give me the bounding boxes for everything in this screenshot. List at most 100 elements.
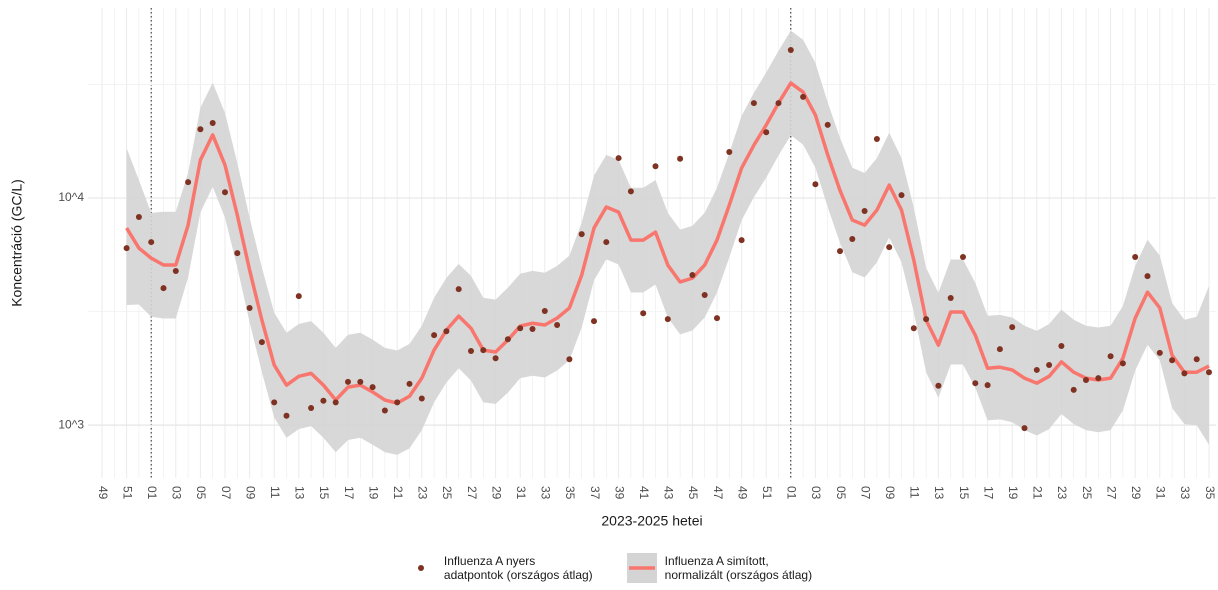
data-point bbox=[308, 404, 315, 411]
data-point bbox=[652, 163, 659, 170]
data-point bbox=[295, 293, 302, 300]
data-point bbox=[873, 135, 880, 142]
data-point bbox=[394, 399, 401, 406]
x-tick-label: 29 bbox=[1129, 486, 1143, 500]
data-point bbox=[689, 272, 696, 279]
data-point bbox=[529, 326, 536, 333]
x-tick-label: 13 bbox=[293, 486, 307, 500]
x-tick-label: 47 bbox=[711, 486, 725, 500]
data-point bbox=[1021, 425, 1028, 432]
data-point bbox=[861, 207, 868, 214]
x-tick-label: 09 bbox=[883, 486, 897, 500]
data-point bbox=[763, 129, 770, 136]
data-point bbox=[345, 378, 351, 385]
y-axis-title: Koncentráció (GC/L) bbox=[9, 179, 25, 307]
x-tick-label: 13 bbox=[932, 486, 946, 500]
x-tick-label: 01 bbox=[785, 486, 799, 500]
x-tick-label: 25 bbox=[1080, 486, 1094, 500]
data-point bbox=[615, 155, 622, 162]
data-point bbox=[1144, 273, 1151, 280]
data-point bbox=[234, 250, 241, 257]
data-point bbox=[468, 348, 474, 355]
data-point bbox=[898, 192, 905, 199]
x-tick-label: 33 bbox=[1178, 486, 1192, 500]
data-point bbox=[750, 100, 757, 107]
data-point bbox=[480, 347, 487, 354]
data-point bbox=[837, 248, 843, 255]
legend-key bbox=[626, 553, 657, 583]
legend-key bbox=[417, 565, 424, 571]
data-point bbox=[1169, 357, 1176, 364]
x-tick-label: 23 bbox=[1055, 486, 1069, 500]
legend-point bbox=[417, 565, 424, 571]
data-point bbox=[812, 181, 819, 188]
data-point bbox=[222, 189, 228, 196]
x-tick-label: 51 bbox=[120, 486, 134, 500]
data-point bbox=[541, 308, 548, 315]
legend-label: Influenza A simított, normalizált (orszá… bbox=[664, 554, 813, 582]
data-point bbox=[886, 244, 893, 251]
x-tick-label: 37 bbox=[588, 486, 602, 500]
y-tick-label: 10^3 bbox=[58, 417, 84, 431]
x-tick-label: 05 bbox=[834, 486, 848, 500]
data-point bbox=[1046, 361, 1053, 368]
smoothed-line bbox=[125, 81, 1210, 405]
x-tick-label: 11 bbox=[268, 486, 282, 499]
data-point bbox=[369, 384, 376, 391]
data-point bbox=[357, 378, 364, 385]
data-point bbox=[578, 231, 585, 238]
x-tick-label: 43 bbox=[662, 486, 676, 500]
data-point bbox=[800, 93, 807, 100]
x-tick-label: 03 bbox=[170, 486, 184, 500]
x-tick-label: 05 bbox=[194, 486, 208, 500]
x-tick-label: 09 bbox=[243, 486, 257, 500]
data-point bbox=[738, 237, 745, 244]
x-tick-label: 19 bbox=[1006, 486, 1020, 500]
x-axis-title: 2023-2025 hetei bbox=[601, 513, 702, 529]
data-point bbox=[406, 380, 413, 387]
x-tick-label: 17 bbox=[981, 486, 995, 500]
x-tick-label: 27 bbox=[465, 486, 479, 500]
data-point bbox=[1083, 377, 1089, 384]
data-point bbox=[418, 395, 425, 402]
data-point bbox=[492, 355, 499, 362]
data-point bbox=[1095, 375, 1102, 382]
data-point bbox=[923, 316, 930, 323]
data-point bbox=[566, 356, 573, 363]
data-point bbox=[504, 336, 511, 343]
x-tick-label: 21 bbox=[391, 486, 405, 500]
data-point bbox=[1009, 324, 1016, 331]
data-point bbox=[172, 268, 179, 275]
x-tick-label: 25 bbox=[440, 486, 454, 500]
x-tick-label: 31 bbox=[514, 486, 528, 500]
data-point bbox=[271, 399, 278, 406]
data-point bbox=[677, 155, 684, 162]
x-tick-label: 07 bbox=[858, 486, 872, 500]
x-tick-label: 49 bbox=[735, 486, 749, 500]
x-tick-label: 51 bbox=[760, 486, 774, 500]
legend-item: Influenza A nyers adatpontok (országos á… bbox=[406, 548, 593, 588]
data-point bbox=[1070, 386, 1077, 393]
data-point bbox=[824, 121, 831, 128]
x-tick-label: 41 bbox=[637, 486, 651, 500]
legend-item: Influenza A simított, normalizált (orszá… bbox=[626, 548, 813, 588]
confidence-band bbox=[126, 30, 1210, 455]
data-point bbox=[135, 214, 142, 221]
data-point bbox=[197, 126, 204, 133]
x-tick-label: 17 bbox=[342, 486, 356, 500]
data-point bbox=[960, 254, 966, 261]
x-tick-label: 21 bbox=[1031, 486, 1045, 500]
x-tick-label: 31 bbox=[1154, 486, 1168, 500]
x-tick-label: 03 bbox=[809, 486, 823, 500]
data-point bbox=[123, 245, 130, 252]
data-point bbox=[246, 304, 253, 311]
x-tick-label: 23 bbox=[416, 486, 430, 500]
data-point bbox=[517, 325, 524, 332]
x-tick-label: 49 bbox=[96, 486, 110, 500]
x-tick-label: 27 bbox=[1104, 486, 1118, 500]
x-tick-label: 35 bbox=[563, 486, 577, 500]
data-point bbox=[283, 412, 290, 419]
x-tick-label: 07 bbox=[219, 486, 233, 500]
data-point bbox=[1033, 366, 1040, 373]
